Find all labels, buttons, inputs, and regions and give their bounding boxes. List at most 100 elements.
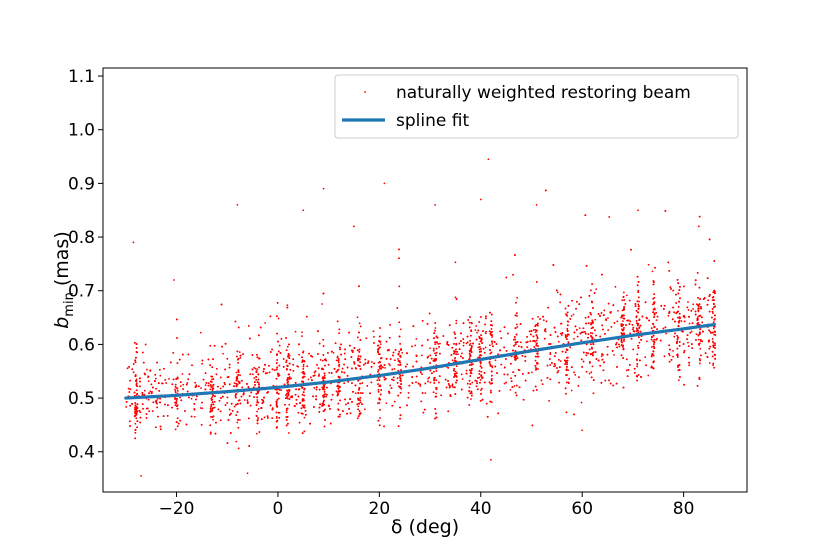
scatter-point: [435, 387, 438, 389]
scatter-point: [699, 359, 702, 362]
scatter-point: [377, 361, 380, 364]
scatter-point: [679, 297, 681, 300]
scatter-point: [147, 398, 150, 401]
scatter-point: [221, 345, 223, 348]
scatter-point: [211, 396, 214, 398]
scatter-point: [470, 350, 473, 353]
scatter-point: [453, 376, 455, 378]
scatter-point: [376, 344, 379, 347]
scatter-point: [406, 352, 408, 355]
scatter-point: [286, 364, 289, 367]
scatter-point: [665, 332, 668, 335]
scatter-point: [212, 358, 214, 361]
scatter-point: [590, 346, 593, 349]
scatter-point: [454, 337, 457, 339]
scatter-point: [187, 378, 190, 381]
scatter-point: [569, 318, 572, 320]
scatter-point: [655, 319, 658, 321]
scatter-point: [686, 334, 689, 337]
scatter-point: [688, 322, 691, 325]
scatter-point: [287, 394, 290, 397]
scatter-point: [399, 417, 401, 420]
scatter-point: [159, 428, 162, 431]
scatter-point: [513, 344, 515, 347]
scatter-point: [277, 392, 280, 395]
scatter-point: [711, 308, 714, 310]
scatter-point: [434, 343, 437, 346]
scatter-point: [231, 409, 234, 412]
scatter-point: [135, 347, 138, 349]
scatter-point: [176, 377, 179, 380]
scatter-point: [300, 412, 303, 415]
scatter-point: [404, 365, 407, 368]
scatter-point: [349, 344, 351, 347]
scatter-point: [471, 381, 474, 384]
scatter-point: [700, 354, 702, 357]
scatter-point: [265, 372, 268, 375]
scatter-point: [134, 404, 137, 407]
scatter-point: [210, 403, 213, 406]
scatter-point: [199, 331, 202, 334]
scatter-point: [338, 376, 340, 378]
scatter-point: [415, 360, 418, 363]
scatter-point: [174, 401, 177, 404]
scatter-point: [269, 315, 272, 318]
scatter-point: [644, 301, 647, 304]
scatter-point: [236, 350, 239, 353]
scatter-point: [426, 322, 429, 325]
scatter-point: [407, 396, 410, 399]
scatter-point: [325, 395, 327, 398]
scatter-point: [514, 374, 517, 377]
scatter-point: [153, 380, 156, 382]
scatter-point: [215, 373, 218, 376]
scatter-point: [136, 410, 139, 413]
scatter-point: [286, 345, 289, 348]
scatter-point: [678, 316, 681, 319]
scatter-point: [514, 327, 517, 330]
scatter-point: [324, 393, 326, 396]
scatter-point: [338, 364, 340, 367]
scatter-point: [482, 347, 485, 350]
scatter-point: [580, 339, 583, 342]
scatter-point: [429, 347, 431, 350]
scatter-point: [396, 307, 399, 309]
scatter-point: [317, 367, 320, 370]
scatter-point: [471, 367, 473, 370]
scatter-point: [174, 383, 177, 386]
scatter-point: [469, 334, 472, 337]
scatter-point: [218, 399, 221, 402]
scatter-point: [280, 337, 283, 340]
scatter-point: [166, 414, 169, 417]
scatter-point: [157, 382, 160, 385]
scatter-point: [256, 356, 259, 359]
scatter-point: [328, 371, 331, 374]
scatter-point: [275, 420, 278, 423]
scatter-point: [683, 383, 686, 386]
scatter-point: [605, 318, 607, 321]
scatter-point: [236, 375, 239, 378]
scatter-point: [358, 322, 361, 325]
scatter-point: [396, 377, 399, 380]
scatter-point: [490, 313, 493, 316]
scatter-point: [399, 354, 402, 357]
scatter-point: [288, 403, 291, 406]
scatter-point: [625, 358, 628, 361]
scatter-point: [564, 334, 567, 336]
scatter-point: [454, 333, 456, 336]
scatter-point: [343, 352, 346, 355]
scatter-point: [339, 413, 341, 416]
scatter-point: [640, 376, 642, 378]
scatter-point: [438, 345, 440, 348]
scatter-point: [249, 337, 251, 340]
scatter-point: [628, 364, 631, 366]
scatter-point: [323, 377, 326, 380]
scatter-point: [697, 307, 700, 310]
scatter-point: [358, 348, 361, 351]
scatter-point: [695, 339, 697, 341]
scatter-point: [412, 325, 415, 327]
scatter-point: [256, 399, 259, 401]
scatter-point: [246, 399, 249, 402]
scatter-point: [139, 421, 142, 424]
scatter-point: [276, 399, 279, 401]
